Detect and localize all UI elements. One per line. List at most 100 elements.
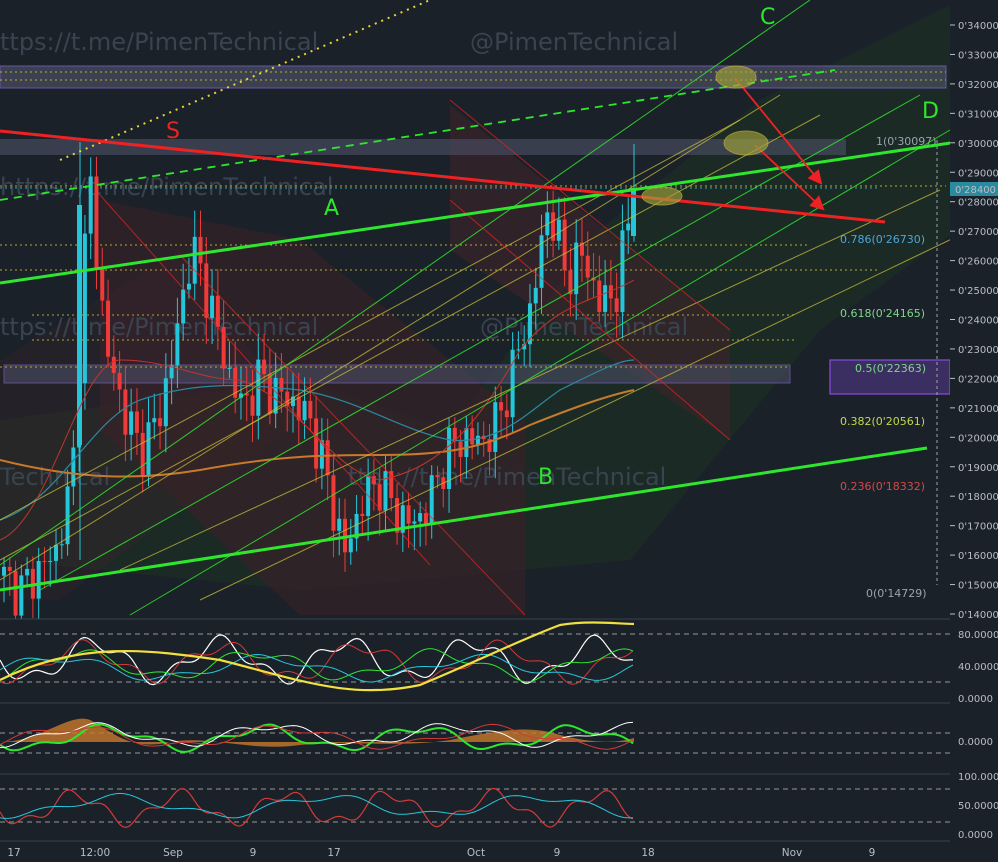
watermark-text: @PimenTechnical — [470, 28, 678, 56]
channel-line-green — [39, 94, 921, 591]
candle-body — [400, 505, 405, 533]
candle-body — [579, 242, 584, 256]
candle-body — [377, 484, 382, 511]
trendline-a — [0, 134, 998, 285]
candle-body — [435, 475, 440, 478]
time-tick-label: 9 — [250, 847, 257, 859]
candle-body — [279, 377, 284, 392]
candle-body — [562, 219, 567, 271]
candle-body — [556, 219, 561, 241]
candle-body — [204, 263, 209, 318]
candle-body — [597, 280, 602, 312]
watermark-text: Technical — [0, 463, 110, 491]
price-tick-label: 0'34000 — [958, 21, 998, 32]
resistance-band-mid — [0, 139, 846, 155]
candle-body — [54, 544, 59, 561]
panel3-tick-label: 50.0000 — [958, 801, 998, 812]
watermarks: ttps://t.me/PimenTechnical @PimenTechnica… — [0, 28, 688, 491]
stoch-line-cyan — [0, 653, 634, 683]
candle-body — [631, 188, 636, 236]
fib-level-label: 0.786(0'26730) — [840, 233, 925, 246]
candle-body — [186, 283, 191, 290]
price-tick-label: 0'28000 — [958, 198, 998, 209]
price-tick-label: 0'18000 — [958, 492, 998, 503]
candle-body — [302, 400, 307, 421]
green-dashed-line — [0, 69, 836, 201]
candle-body — [383, 471, 388, 511]
candle-body — [487, 439, 492, 452]
candle-body — [470, 428, 475, 445]
indicator-panels — [0, 618, 998, 842]
price-tick-label: 0'21000 — [958, 404, 998, 415]
candle-body — [227, 367, 232, 369]
fib-lines: 1(0'30097) 0.786(0'26730) 0.618(0'24165) 0.… — [0, 71, 946, 600]
candle-body — [82, 233, 87, 384]
rsi-line-red — [0, 787, 634, 829]
candle-body — [262, 359, 267, 375]
time-tick-label: 12:00 — [80, 847, 110, 859]
watermark-text: https://t.me/PimenTechnical — [0, 173, 333, 201]
price-axis: 0'34000 0'33000 0'32000 0'31000 0'30000 0'290… — [950, 0, 998, 862]
channel-line-yellow — [0, 114, 821, 561]
candle-body — [175, 323, 180, 366]
price-tick-label: 0'33000 — [958, 50, 998, 61]
label-s: S — [166, 119, 180, 144]
fib-level-label: 0.382(0'20561) — [840, 415, 925, 428]
time-tick-label: 17 — [7, 847, 20, 859]
candle-body — [71, 447, 76, 487]
target-ellipse — [723, 130, 769, 156]
fib-level-label: 0.5(0'22363) — [855, 362, 926, 375]
time-tick-label: Sep — [163, 847, 183, 859]
candle-body — [423, 513, 428, 525]
candle-body — [395, 498, 400, 533]
candle-body — [267, 374, 272, 414]
candle-body — [464, 428, 469, 457]
candle-body — [412, 521, 417, 524]
price-tick-label: 0'14000 — [958, 610, 998, 621]
price-tick-label: 0'16000 — [958, 551, 998, 562]
candle-body — [620, 230, 625, 313]
watermark-text: @PimenTechnical — [480, 313, 688, 341]
candle-body — [88, 176, 93, 234]
price-tick-label: 0'25000 — [958, 286, 998, 297]
channel-line-yellow — [0, 119, 741, 521]
candle-body — [65, 486, 70, 545]
channel-line-yellow — [0, 94, 781, 581]
candle-body — [250, 395, 255, 416]
candle-body — [233, 367, 238, 398]
candle-body — [134, 411, 139, 433]
candle-body — [308, 400, 313, 419]
stoch-line-red — [0, 639, 634, 685]
candle-body — [210, 295, 215, 318]
candle-body — [337, 518, 342, 531]
macd-line-white — [0, 721, 634, 749]
price-tick-label: 0'23000 — [958, 345, 998, 356]
candle-body — [429, 475, 434, 525]
candle-body — [585, 255, 590, 278]
time-axis: 17 12:00 Sep 9 17 Oct 9 18 Nov 9 — [0, 842, 998, 862]
candle-body — [603, 285, 608, 312]
trendline-s — [0, 129, 886, 224]
candle-body — [215, 295, 220, 327]
candle-body — [608, 285, 613, 299]
candle-body — [117, 372, 122, 390]
fib-level-label: 0.618(0'24165) — [840, 307, 925, 320]
stoch-line-yellow — [0, 621, 635, 692]
price-tick-label: 0'24000 — [958, 316, 998, 327]
candle-body — [48, 560, 53, 562]
time-tick-label: Nov — [782, 847, 803, 859]
candle-body — [389, 471, 394, 499]
stoch-line-green — [0, 648, 634, 683]
ma-orange — [0, 389, 635, 478]
candle-body — [59, 544, 64, 546]
time-tick-label: 9 — [554, 847, 561, 859]
candle-body — [106, 300, 111, 357]
candle-body — [19, 575, 24, 616]
candle-body — [499, 402, 504, 411]
candle-body — [7, 566, 12, 571]
candle-body — [244, 393, 249, 396]
channel-line-red — [99, 194, 431, 566]
candle-body — [539, 235, 544, 288]
candle-body — [100, 267, 105, 301]
